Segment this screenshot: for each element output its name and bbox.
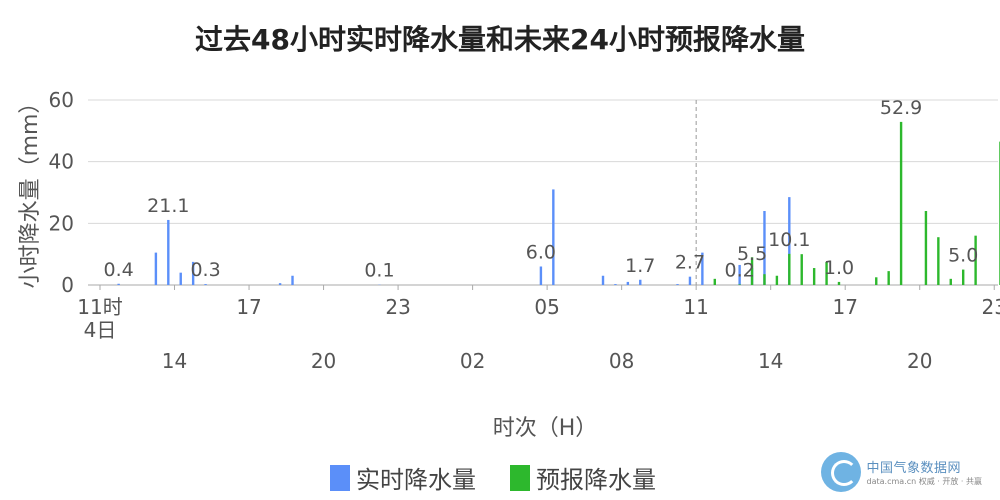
y-tick-label: 60 [49, 88, 74, 112]
y-tick-label: 40 [49, 150, 74, 174]
bar [924, 211, 928, 285]
x-tick-label: 14 [162, 349, 187, 373]
bar [639, 279, 642, 285]
y-tick-label: 20 [49, 211, 74, 235]
bar [875, 277, 878, 285]
x-tick-label: 17 [832, 295, 857, 319]
data-labels: 0.4 21.1 0.3 0.1 6.0 1.7 2.7 5.50.2 10.1 1.0 52.9 5… [104, 97, 979, 282]
bar [278, 283, 282, 285]
bar [117, 283, 120, 285]
bar [837, 281, 841, 285]
x-axis-ticks: 11时4日1723051117230511时6日1723051420020814… [77, 285, 1000, 373]
legend-item-observed[interactable]: 实时降水量 [330, 460, 476, 495]
bar [676, 284, 679, 285]
data-label: 1.0 [824, 257, 854, 279]
data-label: 2.7 [675, 252, 705, 274]
bar [626, 281, 630, 285]
bars [117, 121, 1000, 286]
bar [179, 272, 182, 285]
data-label: 0.1 [364, 260, 394, 282]
bar [763, 274, 766, 285]
bar [738, 284, 741, 285]
bar [788, 253, 791, 285]
y-axis-ticks: 0 20 40 60 [49, 88, 74, 297]
cma-logo-icon [820, 452, 861, 492]
bar [601, 275, 605, 285]
bar [552, 189, 555, 285]
data-label: 6.0 [526, 242, 556, 264]
bar [539, 266, 543, 285]
x-tick-date-label: 4日 [84, 318, 117, 342]
x-axis-label: 时次（H） [492, 416, 598, 441]
x-tick-label: 11时 [77, 295, 122, 319]
chart-title: 过去48小时实时降水量和未来24小时预报降水量 [195, 23, 805, 56]
bar [191, 261, 195, 285]
bar [961, 269, 965, 285]
x-tick-label: 08 [609, 349, 634, 373]
bar [788, 197, 791, 285]
bar [899, 121, 903, 286]
x-tick-label: 20 [311, 349, 336, 373]
bar [614, 284, 617, 285]
bar [713, 278, 716, 285]
x-tick-label: 05 [534, 295, 559, 319]
legend-swatch-forecast [510, 464, 530, 491]
bar [763, 211, 766, 285]
data-label: 52.9 [880, 97, 922, 119]
bar [800, 254, 803, 285]
bar [775, 275, 779, 285]
bar [937, 237, 940, 285]
bar [974, 235, 977, 285]
x-tick-label: 20 [907, 349, 932, 373]
bar [154, 252, 158, 285]
x-tick-label: 23 [982, 295, 1000, 319]
data-label: 5.5 [737, 243, 767, 265]
x-tick-label: 02 [460, 349, 485, 373]
bar [949, 278, 952, 285]
x-tick-label: 23 [385, 295, 410, 319]
bar [291, 275, 294, 285]
bar [825, 261, 828, 285]
x-tick-label: 14 [758, 349, 783, 373]
bar [738, 264, 741, 285]
data-label: 0.3 [190, 259, 220, 281]
x-tick-label: 11 [683, 295, 708, 319]
bar [167, 219, 170, 285]
x-tick-label: 17 [236, 295, 261, 319]
data-label: 10.1 [768, 229, 810, 251]
legend-label-observed: 实时降水量 [356, 466, 476, 494]
bar [887, 271, 890, 285]
watermark-name: 中国气象数据网 [866, 461, 962, 476]
legend-swatch-observed [330, 464, 350, 491]
data-label: 0.4 [104, 259, 134, 281]
data-label: 5.0 [948, 245, 978, 267]
legend: 实时降水量 预报降水量 [330, 460, 690, 495]
grid-lines [88, 99, 998, 286]
data-label: 21.1 [147, 195, 189, 217]
bar [688, 276, 692, 285]
watermark-sub: data.cma.cn 权威 · 开放 · 共赢 [866, 477, 982, 486]
legend-label-forecast: 预报降水量 [536, 466, 656, 494]
data-label: 0.2 [725, 259, 755, 281]
y-axis-label: 小时降水量（mm） [18, 91, 43, 289]
data-label: 1.7 [625, 255, 655, 277]
watermark: 中国气象数据网 data.cma.cn 权威 · 开放 · 共赢 [820, 452, 982, 492]
bar [750, 257, 754, 285]
bar [812, 268, 816, 285]
bar [204, 284, 207, 285]
bar [701, 252, 704, 285]
y-tick-label: 0 [61, 273, 74, 297]
legend-item-forecast[interactable]: 预报降水量 [510, 460, 656, 495]
